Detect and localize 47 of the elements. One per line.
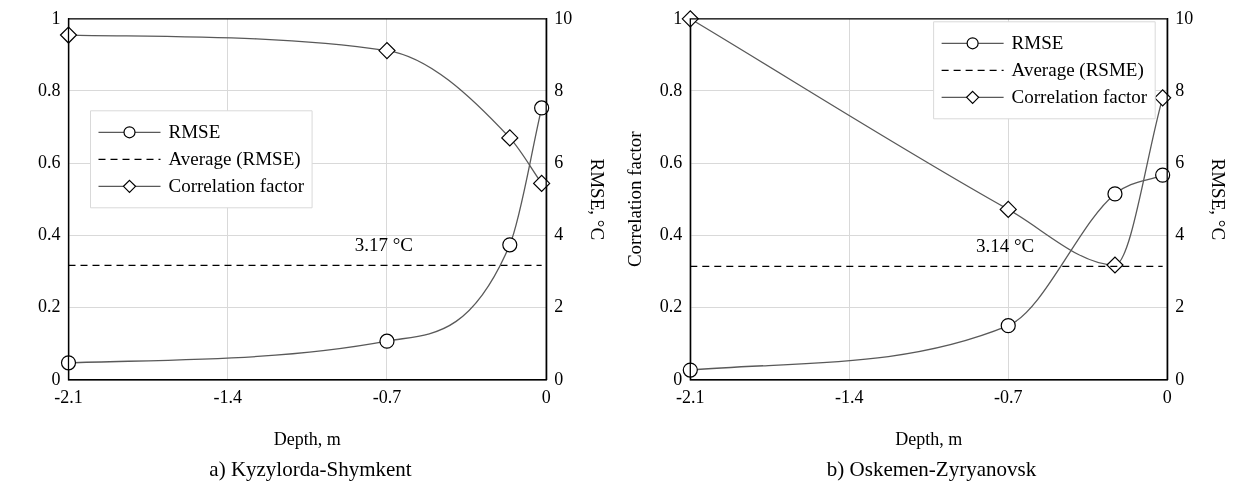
y2-tick-label: 6	[1175, 151, 1185, 172]
legend-label: Correlation factor	[1011, 86, 1148, 108]
x-tick-label: -1.4	[835, 387, 864, 408]
y-tick-label: 0.6	[38, 151, 61, 172]
y-tick-label: 1	[673, 7, 683, 28]
x-tick-label: 0	[1162, 387, 1172, 408]
y-tick-label: 0.4	[38, 224, 61, 245]
y-axis-title: Correlation factor	[624, 130, 646, 268]
y-tick-label: 0.2	[38, 296, 61, 317]
y-tick-label: 0.8	[38, 79, 61, 100]
text: b) Oskemen-Zyryanovsk	[826, 457, 1037, 482]
y2-tick-label: 8	[554, 79, 564, 100]
legend-label: Correlation factor	[168, 175, 305, 197]
y2-tick-label: 4	[1175, 224, 1185, 245]
y2-tick-label: 0	[1175, 368, 1185, 389]
legend-label: Average (RMSE)	[168, 148, 301, 171]
y2-tick-label: 4	[554, 224, 564, 245]
y-tick-label: 0.4	[659, 224, 683, 245]
text: a) Kyzylorda-Shymkent	[209, 457, 412, 482]
x-tick-label: 0	[541, 387, 551, 408]
x-tick-label: -0.7	[993, 387, 1023, 408]
y2-tick-label: 10	[554, 7, 573, 28]
annotation: 3.14 °C	[975, 234, 1035, 256]
x-axis-title: Depth, m	[895, 428, 963, 449]
x-tick-label: -2.1	[54, 387, 83, 408]
y2-tick-label: 2	[554, 296, 564, 317]
y-tick-label: 0	[673, 368, 683, 389]
legend-label: RMSE	[1011, 32, 1064, 54]
x-tick-label: -0.7	[372, 387, 402, 408]
y2-tick-label: 8	[1175, 79, 1185, 100]
y2-tick-label: 10	[1175, 7, 1194, 28]
y2-axis-title: RMSE, °C	[1207, 158, 1229, 241]
x-tick-label: -2.1	[676, 387, 705, 408]
y2-tick-label: 6	[554, 151, 564, 172]
y-tick-label: 0.8	[659, 79, 683, 100]
y-tick-label: 1	[51, 7, 61, 28]
annotation: 3.17 °C	[354, 233, 413, 255]
x-axis-title: Depth, m	[273, 428, 341, 449]
y-tick-label: 0.6	[659, 151, 683, 172]
y-tick-label: 0.2	[659, 296, 683, 317]
legend-label: Average (RSME)	[1011, 59, 1144, 82]
y2-axis-title: RMSE, °C	[586, 158, 608, 241]
y-tick-label: 0	[51, 368, 61, 389]
y2-tick-label: 0	[554, 368, 564, 389]
legend-label: RMSE	[168, 121, 221, 143]
y2-tick-label: 2	[1175, 296, 1185, 317]
x-tick-label: -1.4	[213, 387, 242, 408]
